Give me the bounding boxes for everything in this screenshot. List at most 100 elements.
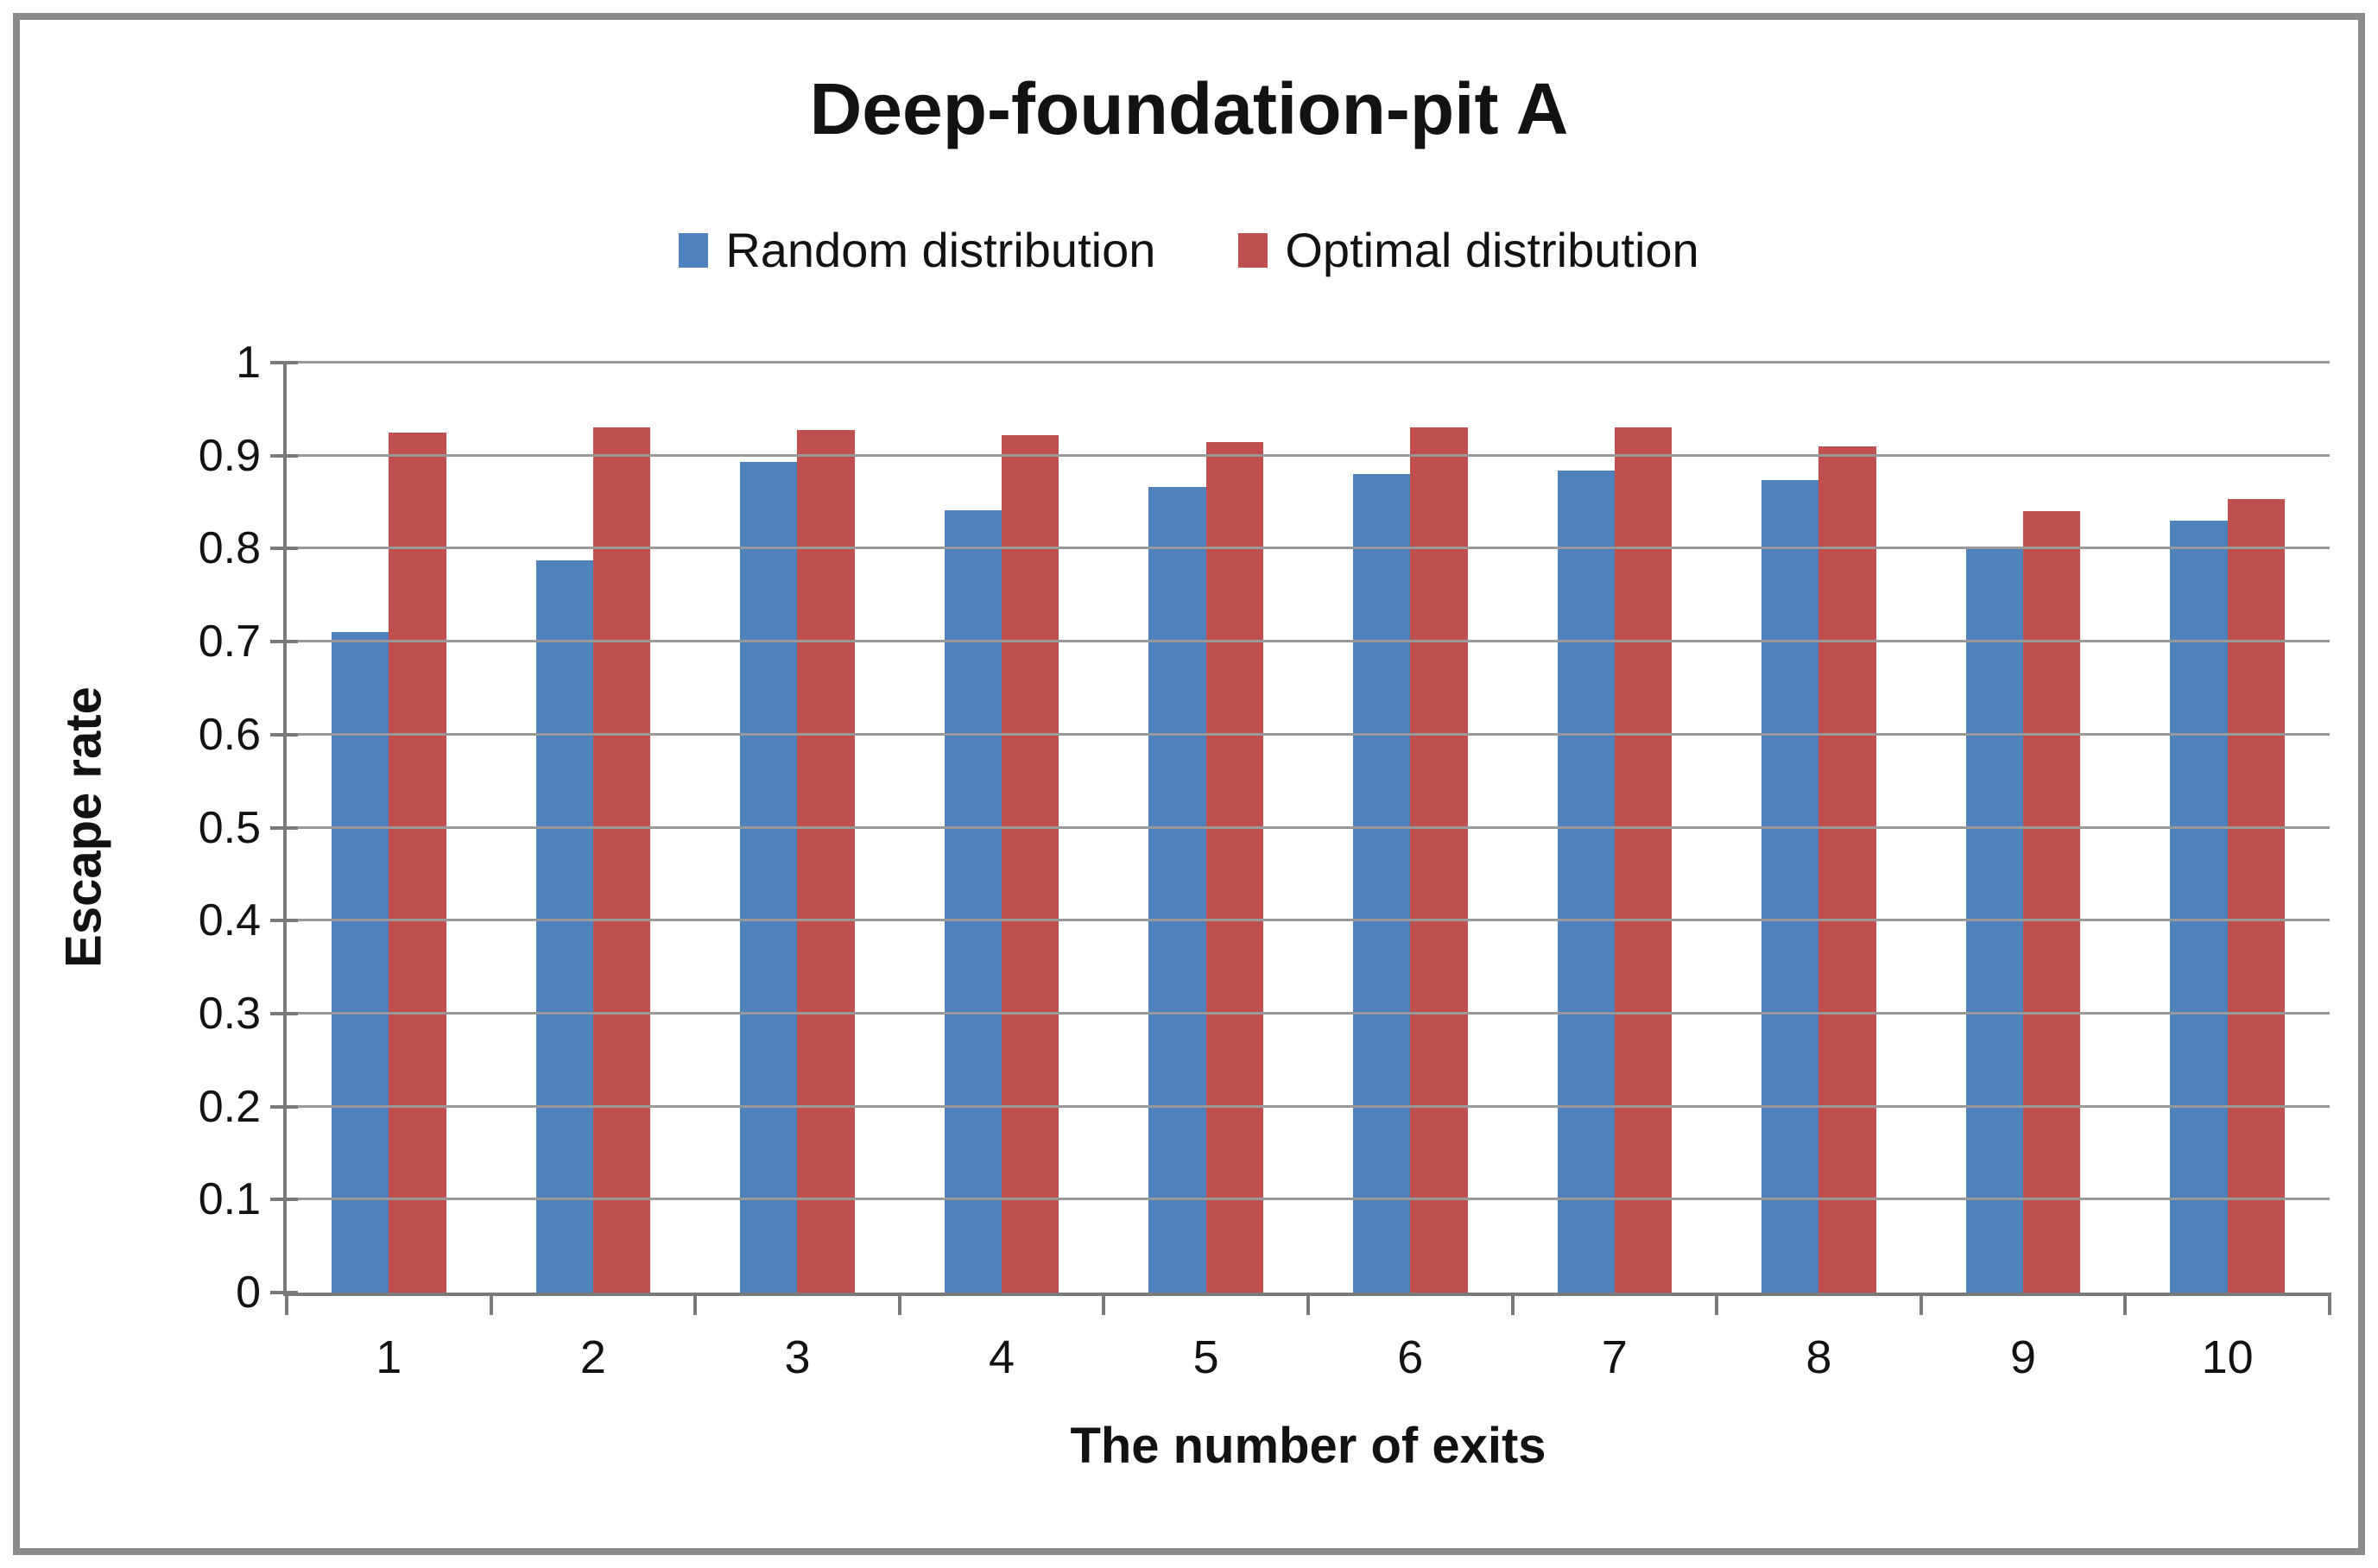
bar-group-1 — [287, 363, 491, 1293]
bar-optimal-4 — [1002, 435, 1059, 1293]
legend-swatch-icon — [679, 233, 709, 268]
bar-optimal-5 — [1205, 441, 1263, 1293]
x-axis-title: The number of exits — [1070, 1418, 1546, 1474]
gridline — [287, 1011, 2330, 1015]
bar-pair — [535, 363, 651, 1293]
y-axis-tick-label: 0.4 — [198, 895, 261, 946]
x-axis-tick — [693, 1293, 698, 1315]
x-axis-tick — [1919, 1293, 1923, 1315]
y-axis-tick — [270, 361, 298, 364]
gridline — [287, 732, 2330, 736]
y-axis-tick-label: 0.3 — [198, 988, 261, 1039]
y-axis-tick — [270, 547, 298, 551]
bar-optimal-2 — [592, 427, 651, 1293]
x-axis-tick — [897, 1293, 901, 1315]
bar-random-4 — [944, 510, 1002, 1293]
y-axis-tick-label: 0.6 — [198, 709, 261, 760]
y-axis-tick — [270, 1291, 298, 1294]
x-axis-tick — [1715, 1293, 1719, 1315]
gridline — [287, 1104, 2330, 1108]
legend: Random distribution Optimal distribution — [0, 226, 2378, 275]
bar-optimal-8 — [1818, 446, 1876, 1293]
bar-random-1 — [332, 632, 389, 1293]
legend-item-1: Optimal distribution — [1238, 223, 1699, 277]
y-axis-tick — [270, 732, 298, 737]
y-axis-tick-label: 0.5 — [198, 802, 261, 853]
bar-group-5 — [1104, 363, 1308, 1293]
legend-swatch-icon — [1238, 233, 1268, 268]
y-axis-tick — [270, 1011, 298, 1015]
bar-group-2 — [491, 363, 696, 1293]
x-axis-category-label: 5 — [1192, 1331, 1219, 1383]
bar-optimal-1 — [389, 432, 446, 1293]
x-axis-tick — [1510, 1293, 1515, 1315]
bar-groups-layer — [287, 363, 2330, 1293]
y-axis-tick-label: 0.7 — [198, 616, 261, 667]
y-axis-tick-label: 0.1 — [198, 1174, 261, 1225]
bar-random-7 — [1557, 470, 1615, 1293]
y-axis-tick-label: 0.9 — [198, 430, 261, 481]
bar-pair — [332, 363, 446, 1293]
chart-title: Deep-foundation-pit A — [809, 68, 1569, 149]
bar-group-10 — [2125, 363, 2330, 1293]
y-axis-title: Escape rate — [55, 686, 112, 968]
bar-group-6 — [1308, 363, 1513, 1293]
y-axis-tick — [270, 640, 298, 644]
gridline — [287, 547, 2330, 550]
bar-random-3 — [740, 462, 798, 1293]
legend-label: Optimal distribution — [1285, 223, 1699, 277]
gridline — [287, 361, 2330, 364]
x-axis-category-label: 10 — [2201, 1331, 2254, 1383]
x-axis-category-label: 7 — [1601, 1331, 1628, 1383]
bar-random-10 — [2170, 521, 2228, 1293]
x-axis-tick — [2123, 1293, 2128, 1315]
y-axis-tick — [270, 453, 298, 458]
y-axis-tick — [270, 1198, 298, 1202]
gridline — [287, 825, 2330, 829]
y-axis-tick — [270, 1104, 298, 1109]
x-axis-tick — [1102, 1293, 1106, 1315]
bar-group-3 — [695, 363, 900, 1293]
bar-random-8 — [1761, 479, 1819, 1293]
legend-item-0: Random distribution — [679, 226, 1155, 275]
x-axis-category-label: 3 — [784, 1331, 811, 1383]
bar-pair — [1353, 363, 1468, 1293]
bar-pair — [2170, 363, 2285, 1293]
bar-pair — [1761, 363, 1876, 1293]
bar-random-6 — [1353, 474, 1411, 1293]
x-axis-tick — [1306, 1293, 1310, 1315]
x-axis-tick — [2328, 1293, 2331, 1315]
y-axis-tick-label: 0.2 — [198, 1081, 261, 1132]
x-axis-category-label: 1 — [376, 1331, 402, 1383]
x-axis-labels: 1 2 3 4 5 6 7 8 9 10 — [287, 1334, 2330, 1381]
x-axis-category-label: 4 — [989, 1331, 1015, 1383]
bar-random-5 — [1148, 487, 1206, 1293]
gridline — [287, 453, 2330, 457]
bar-optimal-7 — [1614, 427, 1673, 1293]
y-axis-tick-label: 0 — [236, 1268, 261, 1318]
bar-optimal-9 — [2023, 511, 2081, 1293]
bar-optimal-6 — [1410, 427, 1468, 1293]
plot-area: 1 2 3 4 5 6 7 8 9 10 The number of exits 0 0.1 0.2 0… — [199, 340, 2331, 1473]
x-axis-category-label: 9 — [2010, 1331, 2037, 1383]
bar-pair — [1557, 363, 1673, 1293]
bar-optimal-10 — [2227, 499, 2285, 1293]
x-axis-category-label: 2 — [579, 1331, 606, 1383]
y-axis-tick-label: 1 — [236, 338, 261, 388]
y-axis-tick-label: 0.8 — [198, 523, 261, 574]
y-axis-tick — [270, 919, 298, 923]
y-axis-tick — [270, 825, 298, 830]
bar-pair — [740, 363, 855, 1293]
gridline — [287, 640, 2330, 643]
bar-group-8 — [1717, 363, 1921, 1293]
x-axis-tick — [489, 1293, 493, 1315]
gridline — [287, 919, 2330, 922]
x-axis-tick — [285, 1293, 288, 1315]
legend-label: Random distribution — [725, 223, 1156, 277]
bar-random-2 — [535, 560, 593, 1293]
bar-group-7 — [1513, 363, 1717, 1293]
bar-optimal-3 — [797, 429, 855, 1293]
gridline — [287, 1198, 2330, 1201]
x-axis-category-label: 6 — [1397, 1331, 1424, 1383]
